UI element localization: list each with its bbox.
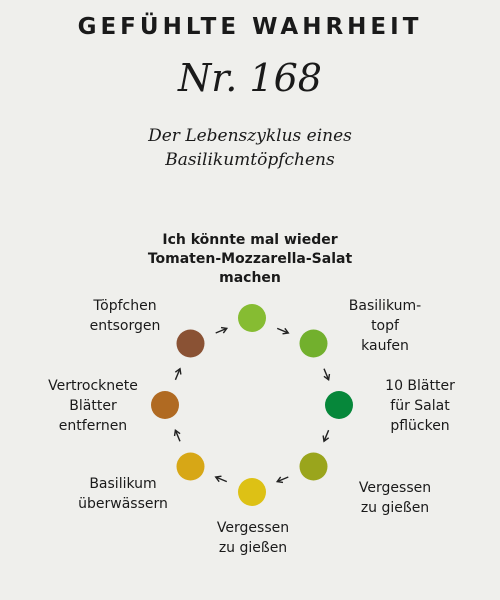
cycle-arrow xyxy=(275,476,289,484)
stage-label-dispose: Töpfchen entsorgen xyxy=(70,296,180,336)
stage-label-line: Basilikum xyxy=(89,476,157,492)
subtitle-line-2: Basilikumtöpfchens xyxy=(165,150,335,170)
stage-label-forget-2: Vergessen zu gießen xyxy=(198,518,308,558)
stage-label-line: überwässern xyxy=(78,496,168,512)
stage-label-line: 10 Blätter xyxy=(385,378,455,394)
stage-label-line: Vergessen xyxy=(216,520,290,536)
cycle-arrow xyxy=(214,475,228,483)
stage-label-line: Vertrocknete xyxy=(48,378,138,394)
stage-label-buy: Basilikum- topf kaufen xyxy=(330,296,440,356)
stage-node xyxy=(176,329,205,358)
stage-node xyxy=(299,329,328,358)
stage-node xyxy=(325,391,353,419)
stage-label-line: Vergessen xyxy=(358,480,432,496)
cycle-start-label-line-3: machen xyxy=(219,270,281,286)
cycle-arrow xyxy=(276,327,290,335)
issue-number: Nr. 168 xyxy=(178,56,322,100)
stage-label-line: für Salat xyxy=(390,398,450,414)
stage-node xyxy=(176,452,205,481)
stage-label-forget-1: Vergessen zu gießen xyxy=(340,478,450,518)
stage-node xyxy=(299,452,328,481)
stage-label-line: zu gießen xyxy=(218,540,288,556)
series-title: GEFÜHLTE WAHRHEIT xyxy=(77,14,423,40)
cycle-start-label-line-2: Tomaten-Mozzarella-Salat xyxy=(147,251,353,267)
stage-label-pick: 10 Blätter für Salat pflücken xyxy=(360,376,480,436)
stage-label-line: Basilikum- xyxy=(348,298,422,314)
stage-label-line: Blätter xyxy=(69,398,117,414)
stage-label-overwater: Basilikum überwässern xyxy=(68,474,178,514)
cycle-arrow xyxy=(215,326,229,334)
stage-label-line: kaufen xyxy=(361,338,409,354)
stage-node xyxy=(151,391,179,419)
stage-label-line: entsorgen xyxy=(89,318,161,334)
cycle-arrow xyxy=(323,368,331,382)
cycle-arrow xyxy=(173,428,181,442)
stage-label-line: entfernen xyxy=(58,418,128,434)
stage-label-line: pflücken xyxy=(390,418,450,434)
stage-label-remove-leaves: Vertrocknete Blätter entfernen xyxy=(28,376,158,436)
cycle-start-label-line-1: Ich könnte mal wieder xyxy=(162,232,338,248)
stage-label-line: zu gießen xyxy=(360,500,430,516)
cycle-arrow xyxy=(322,429,330,443)
cycle-start-node xyxy=(238,304,266,332)
stage-node xyxy=(238,478,266,506)
stage-label-line: Töpfchen xyxy=(93,298,157,314)
subtitle-line-1: Der Lebenszyklus eines xyxy=(148,126,352,146)
cycle-arrow xyxy=(174,367,182,381)
stage-label-line: topf xyxy=(371,318,399,334)
